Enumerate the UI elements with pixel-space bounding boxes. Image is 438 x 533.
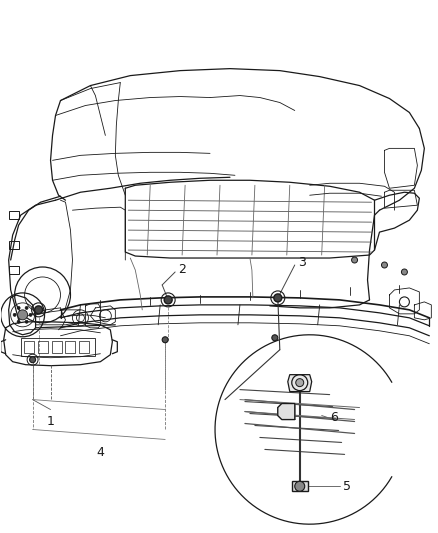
Circle shape xyxy=(164,296,172,304)
Circle shape xyxy=(30,357,35,362)
Circle shape xyxy=(25,306,28,310)
Circle shape xyxy=(162,337,168,343)
Bar xyxy=(79,341,89,353)
Circle shape xyxy=(295,481,305,491)
Bar xyxy=(9,241,19,249)
Text: 5: 5 xyxy=(343,480,350,493)
Circle shape xyxy=(274,294,282,302)
Circle shape xyxy=(18,310,28,320)
Circle shape xyxy=(352,257,357,263)
Circle shape xyxy=(272,335,278,341)
Text: 6: 6 xyxy=(330,411,338,424)
Bar xyxy=(24,341,34,353)
Text: 1: 1 xyxy=(46,415,54,427)
Circle shape xyxy=(13,313,16,317)
Bar xyxy=(9,211,19,219)
Polygon shape xyxy=(292,481,308,491)
Circle shape xyxy=(401,269,407,275)
Bar xyxy=(66,341,75,353)
Circle shape xyxy=(25,320,28,323)
Text: 3: 3 xyxy=(298,255,306,269)
Circle shape xyxy=(296,378,304,386)
Circle shape xyxy=(35,306,42,314)
Polygon shape xyxy=(288,375,312,392)
Bar xyxy=(52,341,61,353)
Circle shape xyxy=(17,320,20,323)
Text: 2: 2 xyxy=(178,263,186,277)
Bar xyxy=(21,338,95,356)
Bar xyxy=(38,341,48,353)
Polygon shape xyxy=(278,403,295,419)
Text: 4: 4 xyxy=(96,447,104,459)
Circle shape xyxy=(29,313,32,317)
Circle shape xyxy=(381,262,388,268)
Bar xyxy=(9,266,19,274)
Circle shape xyxy=(17,306,20,310)
